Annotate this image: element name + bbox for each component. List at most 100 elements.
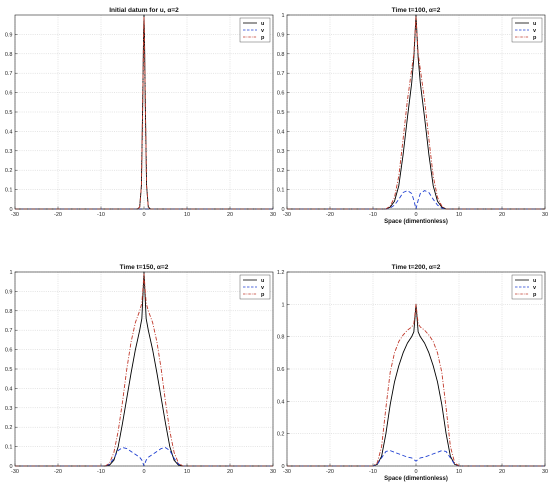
y-tick-label: 0.4 — [5, 129, 13, 135]
y-tick-label: 0.1 — [277, 188, 285, 194]
y-tick-label: 0.6 — [5, 91, 13, 97]
y-tick-label: 0.5 — [277, 110, 285, 116]
y-tick-label: 1 — [9, 270, 12, 276]
y-tick-label: 0.8 — [277, 52, 285, 58]
y-tick-label: 0.2 — [5, 168, 13, 174]
axes-frame — [286, 14, 546, 210]
chart-title: Time t=200, α=2 — [392, 264, 441, 271]
x-tick-label: 20 — [227, 212, 233, 218]
y-tick-label: 0 — [9, 464, 12, 470]
y-tick-label: 0.8 — [5, 309, 13, 315]
legend-label-p: p — [261, 292, 265, 298]
x-tick-label: -30 — [11, 212, 19, 218]
x-tick-label: 30 — [542, 212, 548, 218]
chart-title: Time t=150, α=2 — [120, 264, 169, 271]
y-tick-label: 0.4 — [277, 129, 285, 135]
x-tick-label: 30 — [542, 469, 548, 475]
x-tick-label: 0 — [414, 212, 417, 218]
y-tick-label: 0.6 — [5, 348, 13, 354]
y-tick-label: 0 — [281, 464, 284, 470]
y-tick-label: 0.2 — [277, 432, 285, 438]
x-tick-label: 20 — [499, 469, 505, 475]
x-tick-label: 0 — [414, 469, 417, 475]
y-tick-label: 0.8 — [5, 52, 13, 58]
y-tick-label: 0.2 — [277, 168, 285, 174]
x-tick-label: -30 — [283, 212, 291, 218]
y-tick-label: 0.7 — [5, 71, 13, 77]
chart-panel-2: -30 -20 -10 0 10 20 30 0 0.1 0.2 0.3 0.4 0.5 0.6 0.7 0.… — [277, 7, 548, 225]
series-line-p — [15, 273, 273, 467]
y-tick-label: 0 — [281, 207, 284, 213]
x-tick-label: -30 — [283, 469, 291, 475]
y-tick-label: 0.4 — [5, 386, 13, 392]
series-line-v — [287, 450, 545, 467]
x-tick-label: 0 — [142, 469, 145, 475]
y-tick-label: 0.7 — [277, 71, 285, 77]
x-tick-label: -10 — [97, 469, 105, 475]
legend-label-v: v — [261, 285, 265, 291]
x-tick-label: -20 — [54, 469, 62, 475]
x-tick-label: 20 — [227, 469, 233, 475]
y-tick-label: 0.5 — [5, 367, 13, 373]
legend-label-u: u — [533, 278, 536, 284]
chart-panel-4: -30 -20 -10 0 10 20 30 0 0.2 0.4 0.6 0.8 1 1.2 Time t=… — [277, 264, 548, 482]
legend: uvp — [239, 17, 271, 43]
y-tick-label: 0.1 — [5, 188, 13, 194]
y-tick-label: 0.4 — [277, 399, 285, 405]
y-tick-label: 0.9 — [5, 32, 13, 38]
y-tick-label: 0.9 — [5, 289, 13, 295]
legend-label-v: v — [533, 285, 537, 291]
x-tick-label: 10 — [456, 469, 462, 475]
y-tick-label: 0.6 — [277, 91, 285, 97]
chart-title: Time t=100, α=2 — [392, 7, 441, 14]
y-tick-label: 1 — [281, 302, 284, 308]
x-tick-label: 10 — [184, 212, 190, 218]
legend-label-v: v — [533, 28, 537, 34]
chart-panel-1: -30 -20 -10 0 10 20 30 0 0.1 0.2 0.3 0.4 0.5 0.6 0.7 0.… — [5, 7, 276, 218]
x-tick-label: -10 — [369, 212, 377, 218]
y-tick-label: 1.2 — [277, 270, 285, 276]
legend-label-p: p — [261, 35, 265, 41]
x-tick-label: 30 — [270, 212, 276, 218]
x-tick-label: -10 — [97, 212, 105, 218]
x-tick-label: -20 — [54, 212, 62, 218]
series-line-p — [287, 16, 545, 210]
y-tick-label: 0.1 — [5, 445, 13, 451]
axes-frame — [14, 271, 274, 467]
y-tick-label: 1 — [281, 13, 284, 19]
x-tick-label: -20 — [326, 212, 334, 218]
x-tick-label: -20 — [326, 469, 334, 475]
legend-label-v: v — [261, 28, 265, 34]
legend-label-p: p — [533, 35, 537, 41]
axes-frame — [286, 271, 546, 467]
y-tick-label: 0.3 — [5, 406, 13, 412]
legend-label-p: p — [533, 292, 537, 298]
series-line-p — [287, 303, 545, 467]
axes-frame — [14, 14, 274, 210]
x-tick-label: 10 — [456, 212, 462, 218]
legend: uvp — [511, 274, 543, 300]
x-axis-label: Space (dimentionless) — [384, 476, 448, 482]
chart-title: Initial datum for u, α=2 — [109, 7, 179, 14]
y-tick-label: 0.5 — [5, 110, 13, 116]
x-tick-label: -10 — [369, 469, 377, 475]
x-tick-label: 0 — [142, 212, 145, 218]
legend-label-u: u — [533, 21, 536, 27]
x-axis-label: Space (dimentionless) — [384, 219, 448, 225]
y-tick-label: 0.8 — [277, 335, 285, 341]
legend-label-u: u — [261, 21, 264, 27]
x-tick-label: 30 — [270, 469, 276, 475]
y-tick-label: 0.7 — [5, 328, 13, 334]
legend: uvp — [239, 274, 271, 300]
chart-panel-3: -30 -20 -10 0 10 20 30 0 0.1 0.2 0.3 0.4 0.5 0.6 0.7 0.… — [5, 264, 276, 475]
y-tick-label: 0.6 — [277, 367, 285, 373]
y-tick-label: 0.2 — [5, 425, 13, 431]
legend: uvp — [511, 17, 543, 43]
y-tick-label: 0.9 — [277, 32, 285, 38]
x-tick-label: 20 — [499, 212, 505, 218]
y-tick-label: 0 — [9, 207, 12, 213]
x-tick-label: 10 — [184, 469, 190, 475]
series-line-p — [15, 16, 273, 210]
legend-label-u: u — [261, 278, 264, 284]
